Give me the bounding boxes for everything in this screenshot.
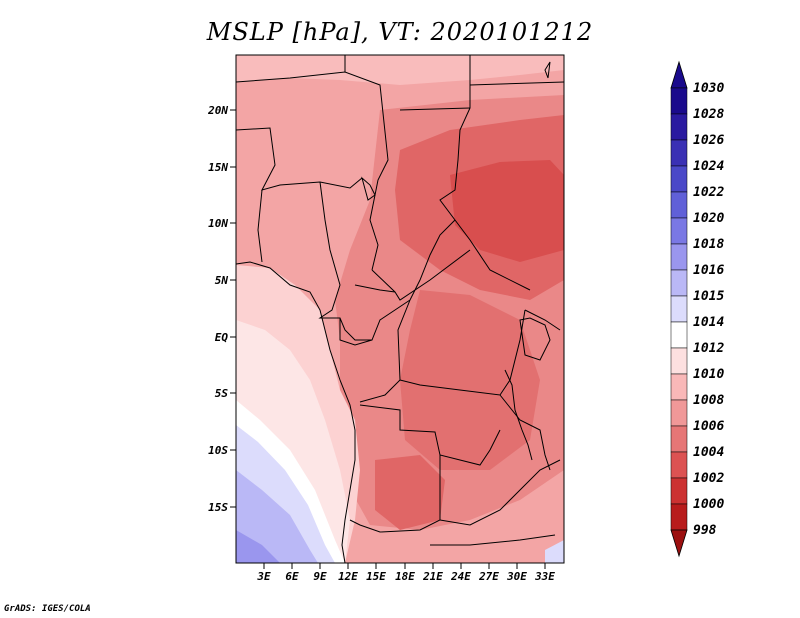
lon-label: 9E xyxy=(313,570,327,583)
lon-label: 6E xyxy=(285,570,299,583)
colorbar-label: 1028 xyxy=(693,107,724,122)
colorbar-label: 1008 xyxy=(693,393,724,408)
lat-label: EQ xyxy=(215,331,229,344)
colorbar-top-arrow xyxy=(670,60,688,89)
lon-label: 18E xyxy=(395,570,415,583)
lat-label: 20N xyxy=(207,104,228,117)
colorbar-label: 1012 xyxy=(693,341,724,356)
lon-label: 12E xyxy=(338,570,358,583)
colorbar-swatch xyxy=(670,217,688,245)
lon-label: 3E xyxy=(256,570,271,583)
grads-credit: GrADS: IGES/COLA xyxy=(4,604,91,614)
longitude-axis: 3E 6E 9E 12E 15E 18E 21E 24E 27E 30E 33E xyxy=(256,563,555,583)
coastline xyxy=(236,61,551,563)
lat-label: 15N xyxy=(208,161,228,174)
colorbar-label: 998 xyxy=(693,523,717,538)
colorbar-swatch xyxy=(670,191,688,219)
colorbar-label: 1015 xyxy=(693,289,724,304)
country-borders xyxy=(236,55,564,546)
colorbar-label: 1018 xyxy=(693,237,724,252)
colorbar-swatch xyxy=(670,269,688,297)
colorbar-swatch xyxy=(670,477,688,505)
colorbar-label: 1014 xyxy=(693,315,724,330)
colorbar-swatch xyxy=(670,295,688,323)
colorbar-bottom-arrow xyxy=(670,529,688,558)
colorbar-swatch xyxy=(670,451,688,479)
lon-label: 15E xyxy=(366,570,386,583)
lon-label: 30E xyxy=(506,570,527,583)
lat-label: 10N xyxy=(208,217,228,230)
lat-label: 15S xyxy=(208,501,228,514)
colorbar-swatch xyxy=(670,503,688,531)
lon-label: 27E xyxy=(478,570,499,583)
lon-label: 24E xyxy=(450,570,471,583)
map-frame xyxy=(235,54,565,564)
colorbar-label: 1016 xyxy=(693,263,724,278)
colorbar-label: 1030 xyxy=(693,81,724,96)
pressure-field xyxy=(236,55,564,563)
colorbar-swatch xyxy=(670,425,688,453)
colorbar-label: 1010 xyxy=(693,367,724,382)
colorbar-label: 1004 xyxy=(693,445,724,460)
colorbar: 1030 1028 1026 1024 1022 1020 1018 1016 … xyxy=(670,60,724,558)
colorbar-swatch xyxy=(670,113,688,141)
colorbar-label: 1022 xyxy=(693,185,724,200)
colorbar-swatch xyxy=(670,347,688,375)
latitude-axis: 20N 15N 10N 5N EQ 5S 10S 15S xyxy=(207,104,236,514)
map-title: MSLP [hPa], VT: 2020101212 xyxy=(206,18,594,46)
colorbar-swatch xyxy=(670,87,688,115)
colorbar-label: 1026 xyxy=(693,133,724,148)
colorbar-swatch xyxy=(670,399,688,427)
lat-label: 5S xyxy=(215,387,229,400)
lat-label: 5N xyxy=(215,274,229,287)
colorbar-swatch xyxy=(670,139,688,167)
colorbar-swatch xyxy=(670,165,688,193)
colorbar-label: 1020 xyxy=(693,211,724,226)
colorbar-swatch xyxy=(670,243,688,271)
lat-label: 10S xyxy=(208,444,228,457)
colorbar-swatch xyxy=(670,373,688,401)
colorbar-label: 1024 xyxy=(693,159,724,174)
lon-label: 21E xyxy=(422,570,443,583)
colorbar-label: 1000 xyxy=(693,497,724,512)
colorbar-label: 1006 xyxy=(693,419,724,434)
colorbar-label: 1002 xyxy=(693,471,724,486)
colorbar-swatch xyxy=(670,321,688,349)
lon-label: 33E xyxy=(534,570,555,583)
